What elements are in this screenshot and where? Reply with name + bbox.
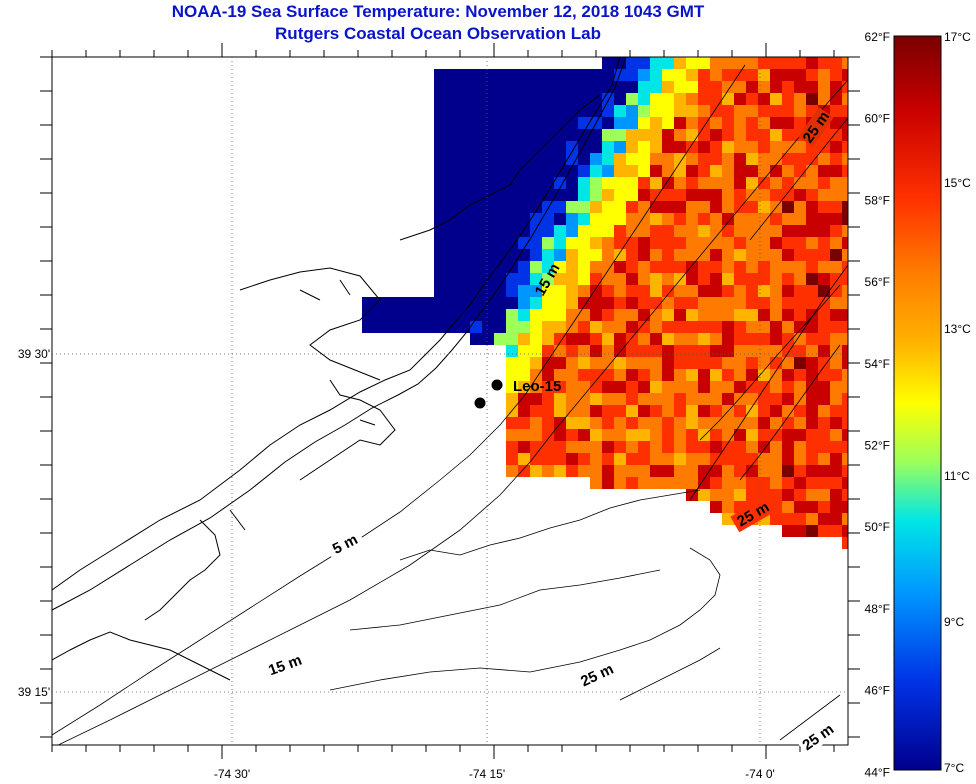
bathymetry-contours: [52, 64, 848, 745]
colorbar-f-label: 54°F: [865, 357, 890, 371]
leo15-marker: [491, 379, 503, 391]
colorbar-f-label: 58°F: [865, 193, 890, 207]
lon-label-7415: -74 15': [469, 767, 505, 781]
colorbar-c-label: 13°C: [944, 322, 971, 336]
colorbar-c-label: 17°C: [944, 30, 971, 44]
colorbar-f-label: 48°F: [865, 602, 890, 616]
colorbar-f-label: 56°F: [865, 275, 890, 289]
lat-label-3930: 39 30': [18, 347, 50, 361]
colorbar-f-label: 62°F: [865, 30, 890, 44]
graticule: [52, 57, 848, 745]
colorbar: 62°F 60°F 58°F 56°F 54°F 52°F 50°F 48°F 46°F 44°F…: [865, 30, 972, 779]
coastline: [52, 57, 627, 681]
leo15-secondary-marker: [474, 397, 486, 409]
colorbar-c-label: 9°C: [944, 615, 964, 629]
leo15-label: Leo-15: [513, 378, 561, 395]
axis-ticks: [40, 43, 860, 759]
contour-label-25m-south: 25 m: [578, 661, 616, 691]
colorbar-c-label: 15°C: [944, 176, 971, 190]
colorbar-c-label: 7°C: [944, 761, 964, 775]
map-frame: [51, 56, 849, 746]
map-subtitle: Rutgers Coastal Ocean Observation Lab: [275, 24, 601, 43]
colorbar-f-label: 52°F: [865, 439, 890, 453]
colorbar-f-label: 44°F: [865, 765, 890, 779]
colorbar-f-label: 60°F: [865, 112, 890, 126]
colorbar-f-label: 50°F: [865, 520, 890, 534]
colorbar-c-label: 11°C: [944, 469, 970, 483]
map-title: NOAA-19 Sea Surface Temperature: Novembe…: [171, 2, 705, 21]
lon-label-7430: -74 30': [214, 767, 250, 781]
lat-label-3915: 39 15': [18, 685, 50, 699]
colorbar-f-label: 46°F: [865, 684, 890, 698]
sst-field: [362, 57, 848, 549]
colorbar-scale: [893, 35, 942, 771]
lon-label-7400: -74 0': [745, 767, 775, 781]
contour-label-15m-south: 15 m: [266, 652, 304, 680]
